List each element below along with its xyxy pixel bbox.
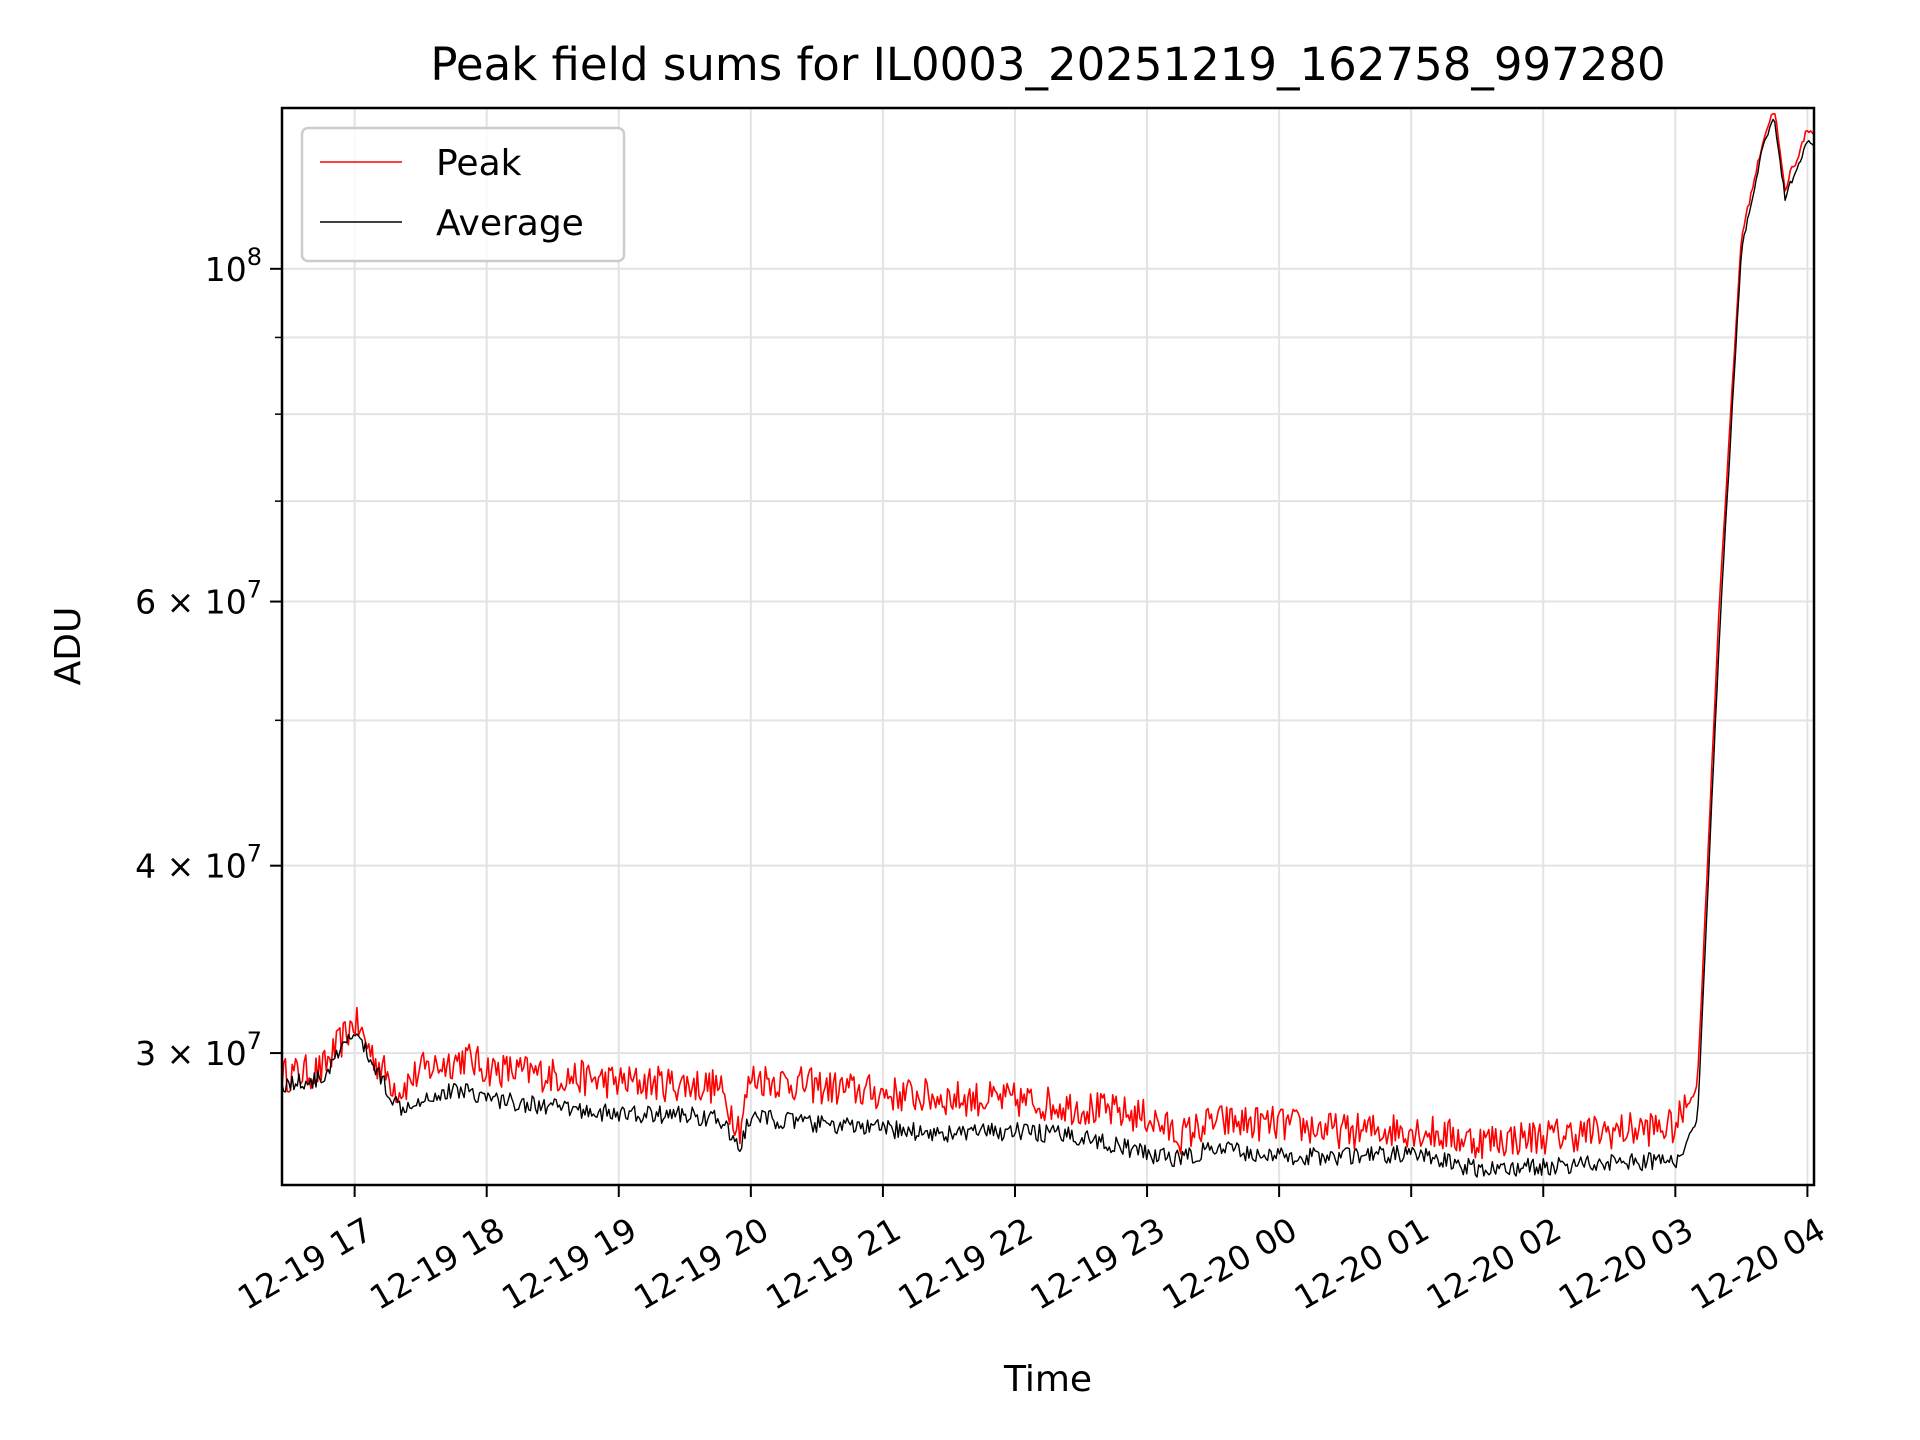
x-axis-label: Time [1003, 1359, 1092, 1400]
legend: Peak Average [300, 126, 626, 263]
y-axis-label: ADU [48, 607, 89, 686]
legend-label-peak: Peak [436, 143, 522, 184]
chart-title: Peak field sums for IL0003_20251219_1627… [430, 38, 1665, 91]
y-tick-label: 6 × 107 [135, 576, 262, 622]
y-axis-ticks: 108 6 × 107 4 × 107 3 × 107 [135, 243, 282, 1073]
plot-series [282, 113, 1814, 1178]
grid [282, 108, 1814, 1185]
y-tick-label: 4 × 107 [135, 840, 262, 886]
plot-frame [280, 106, 1816, 1187]
y-tick-label: 3 × 107 [135, 1027, 262, 1073]
series-line-average [282, 118, 1814, 1178]
series-line-peak [282, 113, 1814, 1160]
y-tick-label: 108 [205, 243, 262, 289]
legend-label-average: Average [436, 203, 584, 244]
